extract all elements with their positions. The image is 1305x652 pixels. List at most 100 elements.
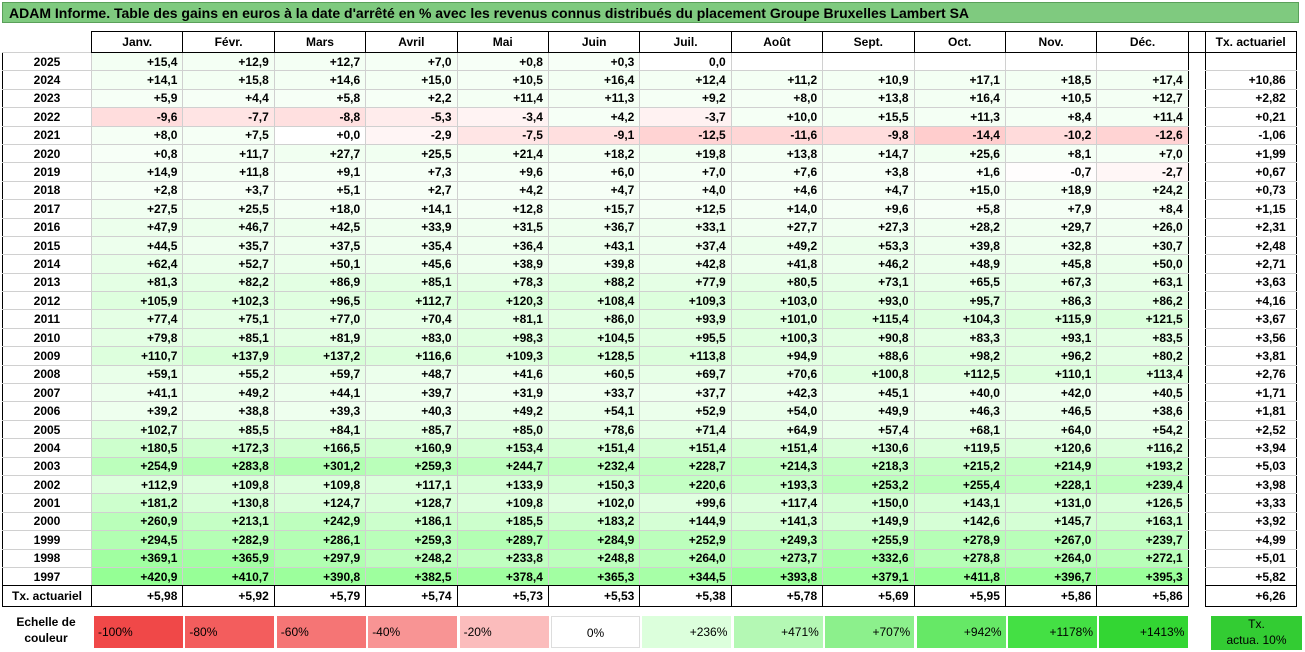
value-cell: +57,4 [822,419,915,440]
value-cell: +42,5 [273,217,367,237]
year-cell: 2025 [2,51,92,72]
column-gap [1188,309,1206,329]
legend-swatch: +471% [733,616,823,648]
value-cell: +104,3 [913,309,1006,329]
month-header: Avril [365,31,458,53]
month-header: Déc. [1096,31,1189,53]
value-cell: +12,7 [273,51,367,72]
value-cell: +25,5 [365,143,458,164]
value-cell: +4,0 [639,180,732,201]
column-gap [1188,89,1206,108]
table-row: 2002 +112,9 +109,8 +109,8 +117,1 +133,9 +150,3… [2,474,1297,495]
value-cell: +78,6 [547,419,641,440]
value-cell: +7,0 [1096,143,1189,164]
value-cell: +5,8 [913,199,1006,219]
ta-cell: +2,71 [1204,254,1297,274]
value-cell: +16,4 [913,88,1006,109]
value-cell: +150,3 [547,474,641,495]
value-cell: +7,3 [365,162,458,182]
value-cell: +8,0 [730,88,824,109]
value-cell: +273,7 [730,548,824,568]
value-cell: +259,3 [365,456,458,476]
year-cell: 1999 [2,530,92,550]
ta-cell [1204,51,1297,72]
value-cell: -3,4 [456,107,549,127]
value-cell: +59,7 [273,364,367,385]
value-cell: +55,2 [182,364,275,385]
value-cell: +193,2 [1096,456,1189,476]
value-cell: +378,4 [456,566,549,587]
year-cell: 2010 [2,327,92,348]
column-gap [1188,273,1206,292]
value-cell: +163,1 [1096,511,1189,532]
value-cell: +12,4 [639,70,732,90]
value-cell: +37,7 [639,383,732,403]
column-gap [1188,585,1206,607]
value-cell: +18,0 [273,199,367,219]
value-cell: +19,8 [639,143,732,164]
value-cell: +218,3 [822,456,915,476]
value-cell: +86,0 [547,309,641,329]
value-cell: +38,9 [456,254,549,274]
ta-cell: +0,21 [1204,107,1297,127]
value-cell: +248,2 [365,548,458,568]
value-cell: +11,8 [182,162,275,182]
year-cell: 2004 [2,438,92,458]
value-cell: +180,5 [90,438,184,458]
value-cell: +369,1 [90,548,184,568]
value-cell: +82,2 [182,272,275,293]
legend-swatch: -100% [94,616,183,648]
value-cell: -9,8 [822,125,915,145]
value-cell: +13,8 [730,143,824,164]
value-cell: +0,3 [547,51,641,72]
year-cell: 2011 [2,309,92,329]
table-row: 2005 +102,7 +85,5 +84,1 +85,7 +85,0 +78,6 +71,4… [2,419,1297,440]
value-cell: +12,9 [182,51,275,72]
value-cell: +10,5 [1004,88,1098,109]
value-cell: +14,1 [90,70,184,90]
value-cell: +121,5 [1096,309,1189,329]
value-cell: +282,9 [182,530,275,550]
legend-swatch: -40% [368,616,458,648]
value-cell: +9,2 [639,88,732,109]
value-cell: +84,1 [273,419,367,440]
column-gap [1188,126,1206,145]
footer-value-cell: +5,53 [547,585,641,608]
column-gap [1188,438,1206,458]
legend-swatch: 0% [551,616,640,648]
value-cell: +64,9 [730,419,824,440]
value-cell: +102,0 [547,493,641,513]
value-cell: +47,9 [90,217,184,237]
value-cell: +49,9 [822,401,915,421]
value-cell: +18,5 [1004,70,1098,90]
value-cell: +102,3 [182,291,275,311]
value-cell: +21,4 [456,143,549,164]
legend-swatch: +942% [916,616,1006,648]
value-cell: +109,8 [182,474,275,495]
value-cell: +38,6 [1096,401,1189,421]
ta-cell: +4,16 [1204,291,1297,311]
value-cell: +1,6 [913,162,1006,182]
value-cell: +160,9 [365,438,458,458]
value-cell: -7,5 [456,125,549,145]
legend-swatch: -80% [185,616,275,648]
ta-cell: +5,01 [1204,548,1297,568]
value-cell: +100,3 [730,327,824,348]
value-cell: +181,2 [90,493,184,513]
column-gap [1188,401,1206,421]
value-cell: +109,3 [456,346,549,366]
report-title: ADAM Informe. Table des gains en euros à… [2,2,1299,23]
value-cell: +214,9 [1004,456,1098,476]
value-cell: +70,6 [730,364,824,385]
column-gap [1188,475,1206,494]
value-cell: +112,7 [365,291,458,311]
value-cell [1096,51,1189,72]
value-cell: -12,5 [639,125,732,145]
column-gap [1188,567,1206,586]
column-gap [1188,383,1206,402]
value-cell: +42,0 [1004,383,1098,403]
value-cell: +17,1 [913,70,1006,90]
value-cell: +46,7 [182,217,275,237]
value-cell: +151,4 [547,438,641,458]
month-header: Janv. [90,31,184,53]
